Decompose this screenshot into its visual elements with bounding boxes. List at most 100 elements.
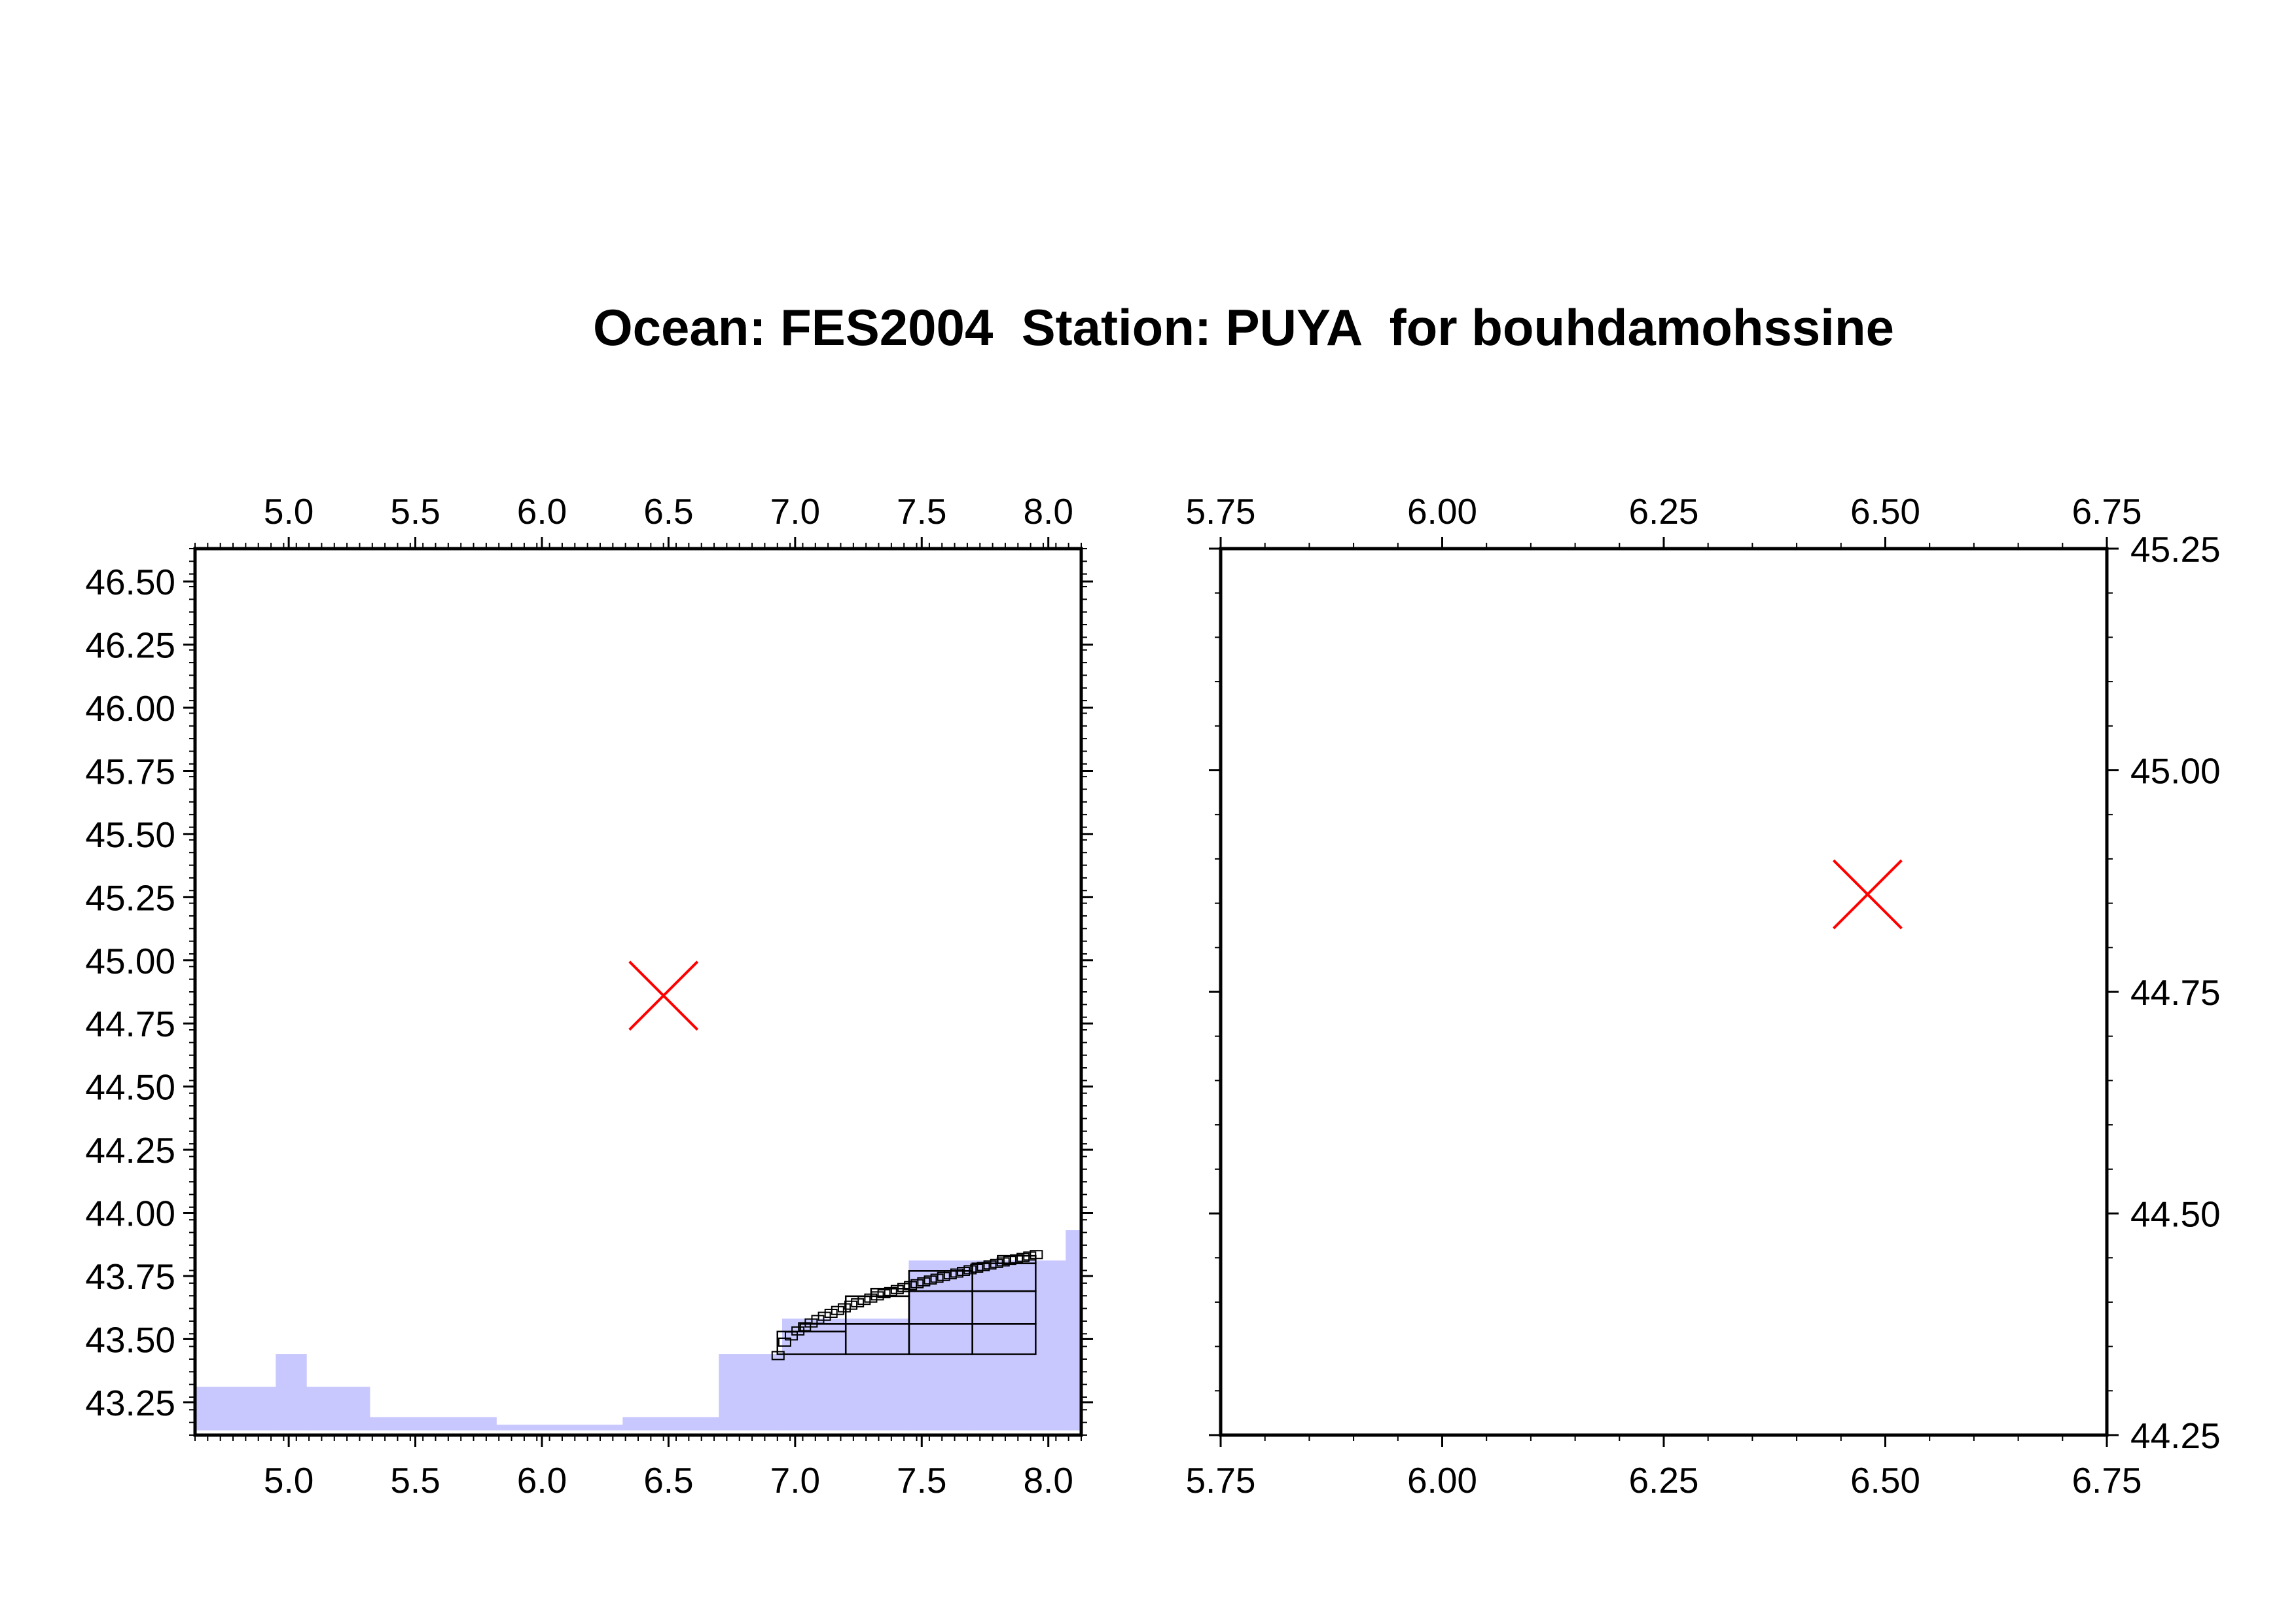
land-cell bbox=[369, 1417, 497, 1431]
y-tick-label: 46.50 bbox=[85, 562, 175, 602]
mesh-fine-cell bbox=[937, 1271, 950, 1281]
x-tick-label-top: 8.0 bbox=[1023, 491, 1073, 532]
mesh-fine-cell bbox=[817, 1311, 831, 1321]
mesh-fine-cell bbox=[844, 1300, 858, 1310]
x-tick-label-top: 5.75 bbox=[1185, 491, 1255, 532]
mesh-fine-cell bbox=[957, 1266, 971, 1276]
y-tick-label: 44.50 bbox=[2130, 1194, 2221, 1235]
mesh-fine-cell bbox=[884, 1286, 897, 1296]
mesh-fine-cell bbox=[1016, 1252, 1030, 1262]
x-tick-label-bottom: 6.00 bbox=[1407, 1460, 1477, 1501]
land-cell bbox=[495, 1425, 624, 1431]
x-tick-label-bottom: 7.0 bbox=[770, 1460, 820, 1501]
zoom-map-panel: 5.75 5.75 6.00 6.00 6.25 6.25 6.50 6.50 6.75 6.75… bbox=[1185, 491, 2220, 1501]
y-tick-label: 43.75 bbox=[85, 1256, 175, 1297]
mesh-fine-cell bbox=[1010, 1254, 1024, 1264]
mesh-fine-cell bbox=[851, 1298, 865, 1307]
mesh-fine-cell bbox=[778, 1337, 791, 1347]
mesh-fine-cell bbox=[831, 1305, 844, 1315]
mesh-fine-cell bbox=[1023, 1251, 1037, 1261]
y-tick-label: 45.75 bbox=[85, 751, 175, 792]
mesh-fine-cell bbox=[910, 1279, 924, 1288]
x-tick-label-top: 6.5 bbox=[643, 491, 693, 532]
mesh-fine-cell bbox=[870, 1291, 884, 1301]
x-tick-label-top: 6.00 bbox=[1407, 491, 1477, 532]
x-tick-label-bottom: 6.0 bbox=[517, 1460, 567, 1501]
mesh-fine-cell bbox=[996, 1257, 1010, 1267]
overview-map-panel: 5.0 5.0 5.5 5.5 6.0 6.0 6.5 6.5 7.0 7.0 7.5 7.5 8.0 8… bbox=[85, 491, 1093, 1501]
station-marker-icon bbox=[1833, 859, 1903, 930]
mesh-fine-cell bbox=[890, 1285, 904, 1294]
land-cell bbox=[306, 1387, 370, 1431]
x-tick-label-bottom: 5.75 bbox=[1185, 1460, 1255, 1501]
x-tick-label-bottom: 5.5 bbox=[390, 1460, 440, 1501]
x-tick-label-bottom: 6.75 bbox=[2072, 1460, 2142, 1501]
mesh-fine-cell bbox=[1003, 1256, 1016, 1266]
y-tick-label: 45.50 bbox=[85, 814, 175, 855]
y-tick-label: 44.50 bbox=[85, 1067, 175, 1108]
mesh-fine-cell bbox=[857, 1296, 871, 1305]
y-tick-label: 44.25 bbox=[2130, 1415, 2221, 1456]
mesh-fine-cell bbox=[943, 1270, 957, 1280]
y-tick-label: 45.00 bbox=[2130, 751, 2221, 792]
y-tick-label: 46.25 bbox=[85, 625, 175, 666]
x-tick-label-top: 6.50 bbox=[1850, 491, 1920, 532]
mesh-fine-cell bbox=[983, 1260, 997, 1270]
mesh-fine-cell bbox=[904, 1281, 918, 1290]
mesh-fine-cell bbox=[963, 1265, 977, 1275]
plot-title: Ocean: FES2004 Station: PUYA for bouhdam… bbox=[593, 299, 1894, 356]
x-tick-label-bottom: 5.0 bbox=[264, 1460, 314, 1501]
land-cell bbox=[719, 1354, 783, 1431]
y-tick-label: 44.75 bbox=[2130, 972, 2221, 1013]
x-tick-label-top: 6.0 bbox=[517, 491, 567, 532]
mesh-fine-cell bbox=[771, 1351, 785, 1360]
mesh-fine-cell bbox=[917, 1277, 931, 1286]
y-tick-label: 44.25 bbox=[85, 1130, 175, 1171]
mesh-fine-cell bbox=[877, 1289, 891, 1299]
mesh-fine-cell bbox=[930, 1273, 944, 1283]
y-tick-label: 45.25 bbox=[2130, 529, 2221, 570]
mesh-fine-cell bbox=[824, 1308, 838, 1318]
mesh-fine-cell bbox=[950, 1268, 963, 1278]
y-tick-label: 43.25 bbox=[85, 1383, 175, 1423]
station-marker-stroke bbox=[628, 960, 699, 1031]
station-marker-icon bbox=[628, 960, 699, 1031]
y-tick-label: 45.00 bbox=[85, 941, 175, 981]
y-tick-label: 44.75 bbox=[85, 1004, 175, 1044]
x-tick-label-bottom: 7.5 bbox=[897, 1460, 946, 1501]
mesh-fine-cell bbox=[1030, 1250, 1043, 1260]
y-tick-label: 45.25 bbox=[85, 877, 175, 918]
x-tick-label-bottom: 8.0 bbox=[1023, 1460, 1073, 1501]
x-tick-label-top: 7.0 bbox=[770, 491, 820, 532]
coastline-fine-mesh bbox=[771, 1250, 1043, 1360]
land-cell bbox=[276, 1354, 307, 1431]
x-tick-label-bottom: 6.25 bbox=[1628, 1460, 1698, 1501]
land-cell bbox=[972, 1260, 1067, 1431]
mesh-fine-cell bbox=[811, 1315, 825, 1324]
x-tick-label-top: 5.5 bbox=[390, 491, 440, 532]
land-cell bbox=[1066, 1230, 1082, 1431]
y-tick-label: 44.00 bbox=[85, 1194, 175, 1234]
map-frame bbox=[1219, 547, 2109, 1437]
station-marker-stroke bbox=[1833, 859, 1903, 930]
x-tick-label-top: 6.25 bbox=[1628, 491, 1698, 532]
land-cell bbox=[622, 1417, 720, 1431]
mesh-fine-cell bbox=[785, 1331, 798, 1341]
mesh-fine-cell bbox=[924, 1275, 937, 1285]
mesh-fine-cell bbox=[990, 1258, 1003, 1268]
x-tick-label-top: 6.75 bbox=[2072, 491, 2142, 532]
land-cell bbox=[194, 1387, 277, 1431]
mesh-fine-cell bbox=[977, 1262, 990, 1271]
mesh-fine-cell bbox=[837, 1303, 851, 1313]
x-tick-label-top: 5.0 bbox=[264, 491, 314, 532]
mesh-fine-cell bbox=[897, 1283, 911, 1292]
x-tick-label-top: 7.5 bbox=[897, 491, 946, 532]
land-cell bbox=[908, 1260, 973, 1431]
mesh-fine-cell bbox=[864, 1293, 878, 1303]
y-tick-label: 46.00 bbox=[85, 688, 175, 729]
mesh-fine-cell bbox=[970, 1263, 984, 1273]
y-tick-label: 43.50 bbox=[85, 1319, 175, 1360]
x-tick-label-bottom: 6.50 bbox=[1850, 1460, 1920, 1501]
x-tick-label-bottom: 6.5 bbox=[643, 1460, 693, 1501]
